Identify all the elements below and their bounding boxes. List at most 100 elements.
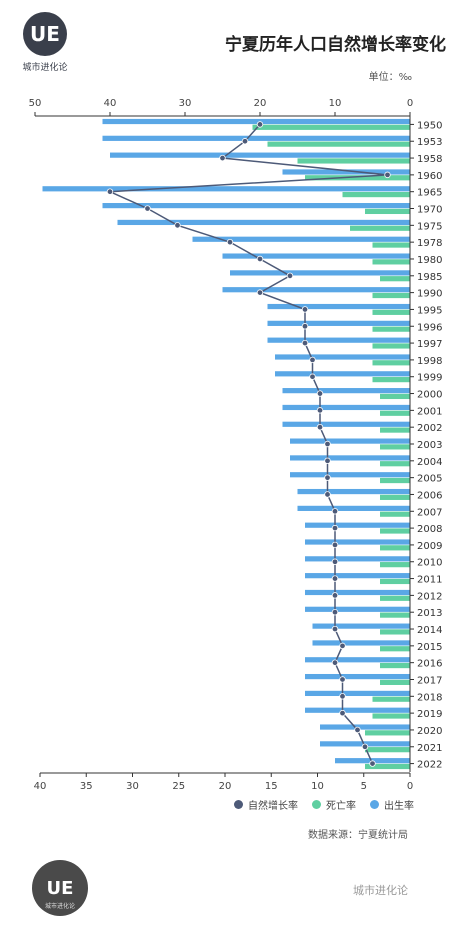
bar-death-1995 xyxy=(372,309,410,315)
bar-death-1990 xyxy=(372,292,410,299)
bottom-axis-tick-label: 30 xyxy=(126,781,139,790)
growth-point-1998 xyxy=(309,356,316,364)
category-label-1965: 1965 xyxy=(417,188,442,199)
category-label-2011: 2011 xyxy=(417,575,442,586)
category-label-2006: 2006 xyxy=(417,490,442,501)
top-axis-tick-label: 30 xyxy=(179,98,192,109)
category-label-1958: 1958 xyxy=(417,154,442,165)
bottom-axis-tick-label: 15 xyxy=(265,781,278,790)
category-label-2012: 2012 xyxy=(417,591,442,602)
bar-death-2011 xyxy=(380,578,410,585)
logo-mark: UE xyxy=(30,22,60,46)
growth-point-1965 xyxy=(106,188,114,195)
category-label-2002: 2002 xyxy=(417,423,442,434)
bar-death-1985 xyxy=(380,276,410,282)
birth-death-growth-chart: 50 40 30 20 10 0 1950195319581960196519701975… xyxy=(29,98,443,790)
bottom-axis-tick-label: 5 xyxy=(361,781,367,790)
category-label-2009: 2009 xyxy=(417,541,442,552)
bar-birth-2020 xyxy=(320,724,410,730)
bar-birth-2004 xyxy=(290,455,410,461)
bar-death-2016 xyxy=(380,662,410,669)
growth-point-2011 xyxy=(331,575,339,582)
bar-birth-1970 xyxy=(102,203,410,209)
category-label-2022: 2022 xyxy=(417,760,442,771)
growth-point-2018 xyxy=(339,693,346,700)
growth-point-2015 xyxy=(339,642,346,650)
growth-point-2022 xyxy=(369,760,376,767)
bar-birth-2009 xyxy=(305,539,410,545)
legend-item-growth: 自然增长率 xyxy=(234,797,298,812)
category-label-2021: 2021 xyxy=(417,743,442,754)
bar-birth-1985 xyxy=(230,270,410,276)
growth-point-2001 xyxy=(316,407,324,414)
category-label-2001: 2001 xyxy=(417,406,442,417)
category-labels: 1950 1953 1958 1960 1965 1970 1975 1978 1980 1985… xyxy=(409,116,442,772)
legend-growth-swatch xyxy=(234,800,243,809)
bar-death-2022 xyxy=(365,763,410,770)
bar-birth-2010 xyxy=(305,556,410,562)
growth-point-2019 xyxy=(339,709,346,717)
bar-death-1950 xyxy=(252,124,410,130)
growth-point-1995 xyxy=(301,306,309,313)
legend-item-birth: 出生率 xyxy=(370,797,414,812)
growth-point-1980 xyxy=(256,255,264,263)
bar-birth-2016 xyxy=(305,657,410,663)
bar-birth-2013 xyxy=(305,606,410,612)
bar-death-1996 xyxy=(372,326,410,332)
top-axis-tick-label: 0 xyxy=(407,98,413,109)
growth-point-2017 xyxy=(339,676,346,683)
bar-death-1997 xyxy=(372,343,410,349)
brand-text: 城市进化论 xyxy=(353,884,408,897)
bar-birth-2002 xyxy=(282,421,410,427)
bar-birth-1996 xyxy=(267,320,410,326)
bar-birth-2018 xyxy=(305,690,410,697)
data-source: 数据来源：宁夏统计局 xyxy=(308,830,408,841)
bar-death-2008 xyxy=(380,528,410,534)
growth-point-2020 xyxy=(354,726,361,734)
growth-point-1978 xyxy=(226,238,234,246)
growth-point-2002 xyxy=(316,423,324,431)
category-label-2008: 2008 xyxy=(417,524,442,535)
category-label-2003: 2003 xyxy=(417,440,442,451)
bar-death-1999 xyxy=(372,377,410,383)
legend-death-swatch xyxy=(312,800,321,809)
bottom-axis-tick-label: 20 xyxy=(219,781,232,790)
legend-item-death: 死亡率 xyxy=(312,797,356,812)
category-label-2020: 2020 xyxy=(417,726,442,737)
category-label-2010: 2010 xyxy=(417,558,442,569)
bar-death-2009 xyxy=(380,545,410,551)
bar-birth-2003 xyxy=(290,438,410,444)
bar-death-1998 xyxy=(372,360,410,366)
category-label-1960: 1960 xyxy=(417,171,442,182)
category-label-2014: 2014 xyxy=(417,625,442,636)
category-label-2013: 2013 xyxy=(417,608,442,619)
bar-death-2003 xyxy=(380,444,410,450)
category-label-1980: 1980 xyxy=(417,255,442,266)
bar-birth-1998 xyxy=(275,354,410,360)
bar-death-2000 xyxy=(380,393,410,400)
bar-death-2004 xyxy=(380,461,410,467)
growth-point-2013 xyxy=(331,609,339,616)
bottom-axis: 40 35 30 25 20 15 10 5 0 xyxy=(34,772,413,790)
legend: 自然增长率 死亡率 出生率 xyxy=(234,797,414,812)
bar-birth-1953 xyxy=(102,135,410,141)
growth-point-2005 xyxy=(324,474,331,481)
bottom-axis-tick-label: 35 xyxy=(80,781,93,790)
logo-bottom-text: 城市进化论 xyxy=(45,902,75,910)
bar-death-2006 xyxy=(380,494,410,500)
category-label-2007: 2007 xyxy=(417,507,442,518)
category-label-2004: 2004 xyxy=(417,457,442,468)
growth-point-2003 xyxy=(324,440,331,448)
growth-line-layer xyxy=(106,121,391,767)
bar-birth-2017 xyxy=(305,673,410,680)
category-label-2005: 2005 xyxy=(417,474,442,485)
bar-birth-2019 xyxy=(305,707,410,713)
bar-death-2012 xyxy=(380,595,410,601)
category-label-2000: 2000 xyxy=(417,390,442,401)
category-label-1999: 1999 xyxy=(417,373,442,384)
top-axis-tick-label: 20 xyxy=(254,98,267,109)
legend-growth-label: 自然增长率 xyxy=(248,801,298,812)
bar-birth-1958 xyxy=(110,152,410,158)
unit-label: 单位：‰ xyxy=(368,72,412,83)
growth-point-2008 xyxy=(331,524,339,532)
